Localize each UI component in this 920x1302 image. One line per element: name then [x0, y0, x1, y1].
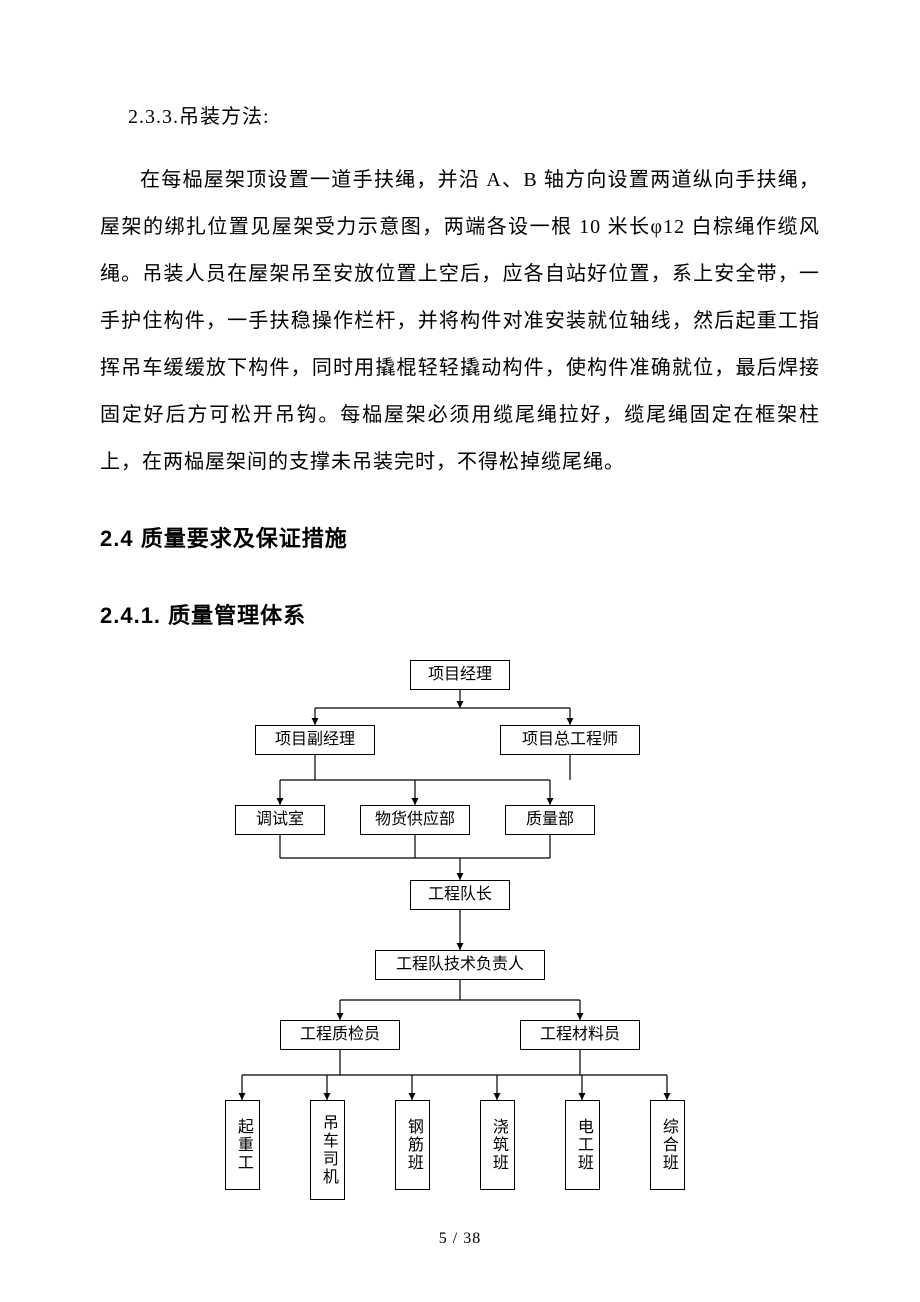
node-material-supply: 物货供应部: [360, 805, 470, 835]
node-crane-worker: 起重工: [225, 1100, 260, 1190]
section-233-title: 2.3.3.吊装方法:: [128, 100, 820, 129]
node-pour-team: 浇筑班: [480, 1100, 515, 1190]
node-material-clerk: 工程材料员: [520, 1020, 640, 1050]
document-page: 2.3.3.吊装方法: 在每榀屋架顶设置一道手扶绳，并沿 A、B 轴方向设置两道…: [0, 0, 920, 1288]
node-quality-dept: 质量部: [505, 805, 595, 835]
node-tech-manager: 工程队技术负责人: [375, 950, 545, 980]
node-project-manager: 项目经理: [410, 660, 510, 690]
node-rebar-team: 钢筋班: [395, 1100, 430, 1190]
heading-24: 2.4 质量要求及保证措施: [100, 521, 820, 553]
body-paragraph: 在每榀屋架顶设置一道手扶绳，并沿 A、B 轴方向设置两道纵向手扶绳，屋架的绑扎位…: [100, 157, 820, 486]
node-general-team: 综合班: [650, 1100, 685, 1190]
node-team-leader: 工程队长: [410, 880, 510, 910]
node-electric-team: 电工班: [565, 1100, 600, 1190]
node-crane-driver: 吊车司机: [310, 1100, 345, 1200]
page-number: 5 / 38: [100, 1230, 820, 1248]
node-chief-engineer: 项目总工程师: [500, 725, 640, 755]
node-deputy-manager: 项目副经理: [255, 725, 375, 755]
quality-mgmt-flowchart: 项目经理 项目副经理 项目总工程师 调试室 物货供应部 质量部 工程队长 工程队…: [180, 660, 740, 1220]
node-qc-inspector: 工程质检员: [280, 1020, 400, 1050]
node-commissioning: 调试室: [235, 805, 325, 835]
heading-241: 2.4.1. 质量管理体系: [100, 598, 820, 630]
